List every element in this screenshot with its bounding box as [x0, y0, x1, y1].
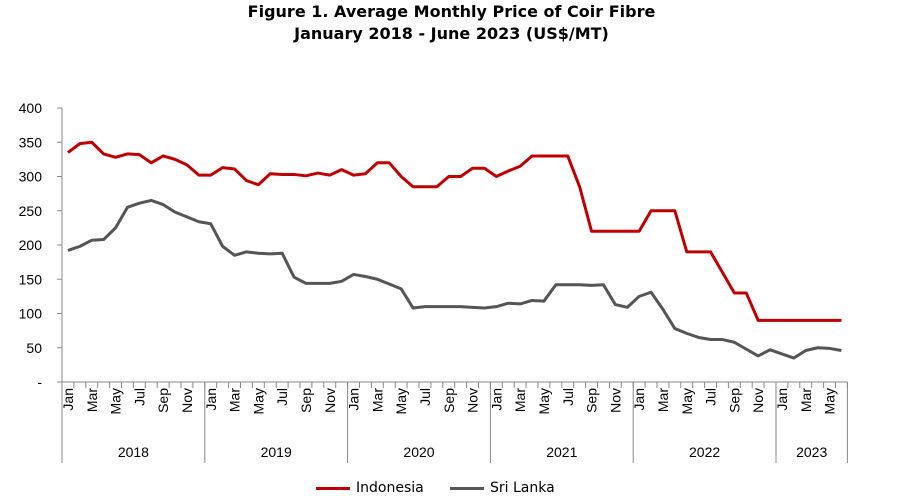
x-month-label: Mar: [227, 388, 243, 412]
x-month-label: May: [393, 388, 409, 414]
series-line-sri-lanka: [67, 198, 842, 360]
x-month-label: Jan: [346, 388, 362, 411]
x-month-label: Mar: [655, 388, 671, 412]
y-tick-label: 50: [26, 340, 42, 356]
x-month-label: Mar: [512, 388, 528, 412]
x-month-label: Sep: [155, 388, 171, 413]
x-month-label: Mar: [84, 388, 100, 412]
y-tick-label: 250: [19, 203, 43, 219]
x-month-label: Nov: [607, 388, 623, 413]
x-month-label: Jan: [203, 388, 219, 411]
x-year-label: 2018: [118, 444, 149, 460]
x-month-label: Jul: [274, 388, 290, 406]
x-month-label: Sep: [584, 388, 600, 413]
chart-title: Figure 1. Average Monthly Price of Coir …: [247, 2, 656, 21]
x-month-label: May: [108, 388, 124, 414]
x-month-label: Nov: [465, 388, 481, 413]
legend-swatch-indonesia: [316, 486, 350, 490]
x-year-label: 2021: [546, 444, 577, 460]
x-month-label: Jul: [417, 388, 433, 406]
legend-label: Sri Lanka: [490, 480, 555, 496]
x-month-label: Jan: [631, 388, 647, 411]
chart-subtitle: January 2018 - June 2023 (US$/MT): [294, 24, 609, 43]
x-month-label: Jul: [560, 388, 576, 406]
x-month-label: Sep: [441, 388, 457, 413]
legend-label: Indonesia: [356, 480, 424, 496]
x-month-label: Sep: [726, 388, 742, 413]
x-month-label: Jan: [60, 388, 76, 411]
x-month-label: May: [536, 388, 552, 414]
x-month-label: Nov: [322, 388, 338, 413]
y-tick-label: 300: [19, 169, 43, 185]
x-year-label: 2020: [403, 444, 434, 460]
x-year-label: 2023: [796, 444, 827, 460]
x-year-label: 2022: [689, 444, 720, 460]
x-month-label: Sep: [298, 388, 314, 413]
x-month-label: May: [822, 388, 838, 414]
x-month-label: Jan: [488, 388, 504, 411]
legend-item-sri-lanka: Sri Lanka: [450, 480, 555, 496]
x-month-label: Jan: [774, 388, 790, 411]
x-month-label: Nov: [179, 388, 195, 413]
x-month-label: Jul: [131, 388, 147, 406]
x-month-label: Mar: [369, 388, 385, 412]
x-month-label: Jul: [703, 388, 719, 406]
x-month-label: Mar: [798, 388, 814, 412]
y-tick-label: 100: [19, 306, 43, 322]
series-line-indonesia: [67, 140, 842, 322]
y-tick-label: 200: [19, 237, 43, 253]
y-tick-label: 150: [19, 271, 43, 287]
x-month-label: Nov: [750, 388, 766, 413]
y-tick-label: -: [37, 374, 42, 390]
x-month-label: May: [250, 388, 266, 414]
y-tick-label: 400: [19, 100, 43, 116]
x-month-label: May: [679, 388, 695, 414]
y-tick-label: 350: [19, 134, 43, 150]
x-year-label: 2019: [261, 444, 292, 460]
legend-item-indonesia: Indonesia: [316, 480, 424, 496]
legend-swatch-sri-lanka: [450, 486, 484, 490]
